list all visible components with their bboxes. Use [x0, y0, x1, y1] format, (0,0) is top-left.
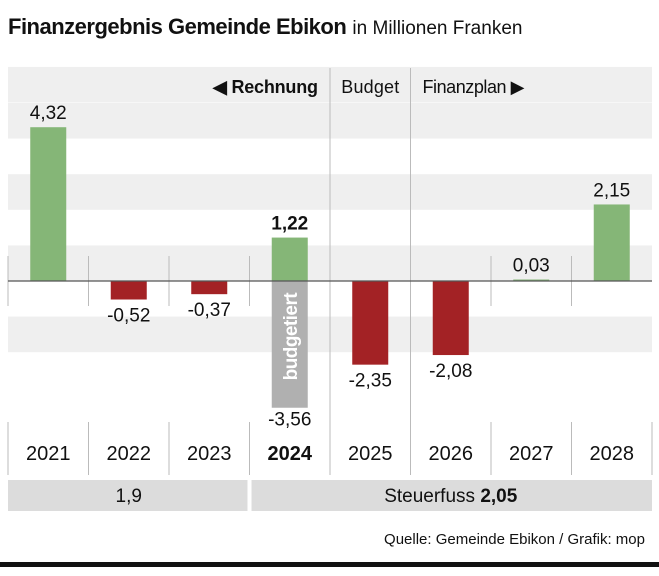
- x-tick-label-2026: 2026: [429, 443, 474, 465]
- title-main: Finanzergebnis Gemeinde Ebikon: [8, 14, 347, 39]
- value-label-2023: -0,37: [188, 300, 231, 321]
- budget-bar-2024: [271, 281, 308, 408]
- section-label-rechnung: ◀ Rechnung: [212, 77, 318, 97]
- value-label-2025: -2,35: [349, 371, 392, 392]
- bar-2022: [110, 281, 147, 300]
- value-label-2021: 4,32: [30, 103, 67, 124]
- x-tick-label-2024: 2024: [268, 443, 313, 465]
- x-tick-label-2023: 2023: [187, 443, 232, 465]
- value-label-2027: 0,03: [513, 256, 550, 277]
- bar-2027: [513, 279, 550, 281]
- chart-title: Finanzergebnis Gemeinde Ebikon in Millio…: [8, 14, 522, 40]
- bottom-rule: [0, 562, 659, 567]
- steuerfuss-right-value: 2,05: [480, 486, 517, 507]
- budget-value-label: -3,56: [268, 410, 311, 431]
- value-label-2024: 1,22: [271, 214, 308, 235]
- steuerfuss-left-value: 1,9: [116, 486, 142, 507]
- budget-bar-text: budgetiert: [281, 292, 302, 381]
- steuerfuss-left-band: [8, 480, 248, 511]
- bar-2028: [593, 204, 630, 281]
- steuerfuss-right: Steuerfuss 2,05: [384, 486, 518, 507]
- value-label-2026: -2,08: [429, 361, 472, 382]
- bar-2021: [30, 127, 67, 281]
- bar-2025: [352, 281, 389, 365]
- x-tick-label-2028: 2028: [590, 443, 635, 465]
- section-label-finanzplan: Finanzplan ▶: [423, 77, 525, 97]
- value-label-2028: 2,15: [593, 180, 630, 201]
- x-tick-label-2022: 2022: [107, 443, 152, 465]
- steuerfuss-right-band: [251, 480, 652, 511]
- bar-2026: [432, 281, 469, 356]
- value-label-2022: -0,52: [107, 306, 150, 327]
- x-tick-label-2025: 2025: [348, 443, 393, 465]
- section-label-budget: Budget: [341, 77, 399, 97]
- bar-2024: [271, 237, 308, 281]
- steuerfuss-label: Steuerfuss: [384, 486, 480, 507]
- x-tick-label-2021: 2021: [26, 443, 71, 465]
- x-tick-label-2027: 2027: [509, 443, 554, 465]
- source-note: Quelle: Gemeinde Ebikon / Grafik: mop: [384, 531, 645, 548]
- bar-2023: [191, 281, 228, 295]
- steuerfuss-gap: [247, 480, 252, 511]
- title-unit: in Millionen Franken: [352, 18, 523, 39]
